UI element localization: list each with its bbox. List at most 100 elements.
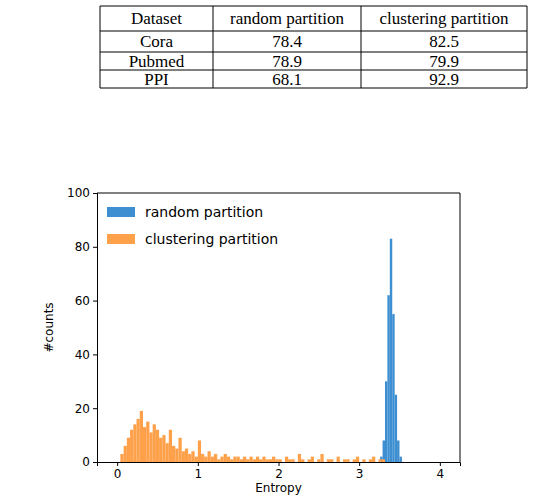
y-tick-mark [93,301,97,302]
bar [333,462,336,463]
table-cell: 79.9 [429,52,459,71]
series [120,411,385,462]
bar [317,459,320,462]
bar [266,459,269,462]
x-tick-mark [279,462,280,466]
bar [291,459,294,462]
bar [387,295,389,462]
bar [217,459,220,462]
x-tick-label: 1 [195,467,203,481]
bar [262,457,265,462]
bar [314,462,317,463]
x-tick: 2 [275,462,283,481]
bar [127,438,130,462]
bar [256,457,259,462]
bar [233,457,236,462]
bar [198,440,201,462]
table-rule [100,6,527,7]
bar [372,457,375,462]
x-axis-line [98,463,461,467]
x-tick-mark [440,462,441,466]
bar [275,459,278,462]
table-header: Dataset [131,9,182,28]
x-tick-label: 4 [437,467,445,481]
bar [227,457,230,462]
x-tick-mark [117,462,118,466]
y-tick: 100 [67,186,97,200]
bar [346,459,349,462]
bar [149,432,152,462]
bar [369,459,372,462]
bar [166,443,169,462]
y-axis-label: #counts [42,302,56,352]
bar [243,457,246,462]
bar [208,451,211,462]
bar [392,314,394,462]
bar [301,459,304,462]
bar [211,457,214,462]
bar [390,239,392,462]
bar [204,457,207,462]
y-tick-label: 60 [75,294,90,308]
bar [201,454,204,462]
table-cell: 78.9 [272,52,302,71]
x-tick-mark [198,462,199,466]
legend-swatch [107,234,135,244]
table-cell: 68.1 [272,70,302,89]
bar [343,459,346,462]
chart: 01234020406080100Entropy#countsrandom pa… [42,186,461,495]
x-tick: 1 [195,462,203,481]
bar [397,440,399,462]
x-tick: 0 [114,462,122,481]
bar [230,459,233,462]
table-rule [213,6,214,88]
bar [120,454,123,462]
bar [295,462,298,463]
x-tick-label: 3 [356,467,364,481]
bar [130,430,133,462]
bar [337,457,340,462]
bar [298,454,301,462]
table-rule [527,6,528,88]
table-header: random partition [230,9,344,28]
bar [133,424,136,462]
bar [153,424,156,462]
bar [191,451,194,462]
bar [382,459,385,462]
bar [162,435,165,462]
bar [385,381,387,462]
x-tick: 3 [356,462,364,481]
y-tick: 40 [75,348,97,362]
y-axis: 020406080100 [67,186,97,469]
table-rule [100,6,101,88]
x-tick-label: 0 [114,467,122,481]
y-tick-label: 0 [82,455,90,469]
frame [460,193,461,462]
bar [140,411,143,462]
bar [288,459,291,462]
y-tick-label: 20 [75,402,90,416]
x-axis: 0 1 2 3 4 [98,462,461,481]
y-tick-label: 40 [75,348,90,362]
bar [320,454,323,462]
bar [188,454,191,462]
table-header: clustering partition [380,9,509,28]
x-tick-label: 2 [275,467,283,481]
y-tick: 60 [75,294,97,308]
table-rule [100,31,527,32]
bar [353,459,356,462]
bar [259,459,262,462]
table-rule [361,6,362,88]
bar [269,459,272,462]
bar [383,440,385,462]
bar [246,459,249,462]
y-tick: 20 [75,402,97,416]
bar [182,451,185,462]
bar [400,457,402,462]
bar [356,457,359,462]
bar [156,430,159,462]
y-tick: 0 [82,455,97,469]
bar [272,457,275,462]
bar [237,457,240,462]
x-tick-mark [359,462,360,466]
